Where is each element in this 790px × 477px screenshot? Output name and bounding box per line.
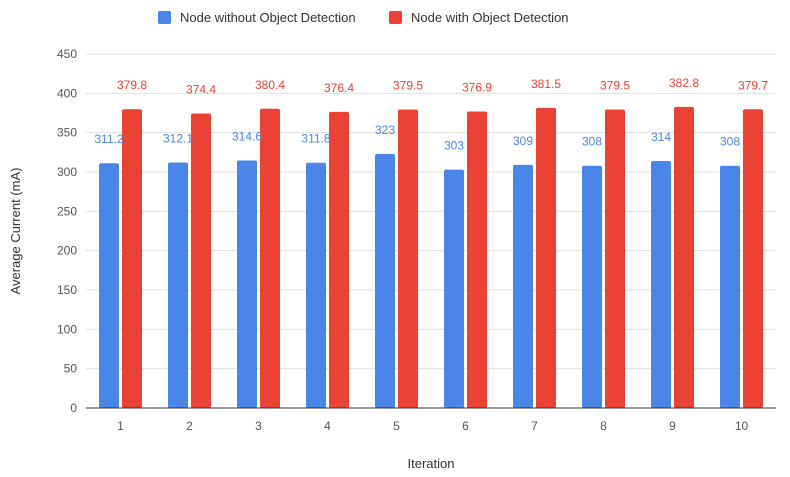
legend-swatch-with-detection <box>389 11 402 24</box>
bars <box>99 106 763 409</box>
y-axis-ticks: 0 50 100 150 200 250 300 350 400 450 <box>57 47 77 415</box>
y-tick-label: 200 <box>57 244 77 258</box>
data-label-with-detection: 382.8 <box>669 76 699 90</box>
data-label-with-detection: 374.4 <box>186 82 216 96</box>
data-label-with-detection: 379.5 <box>600 78 630 92</box>
y-tick-label: 250 <box>57 204 77 218</box>
legend-label-with-detection: Node with Object Detection <box>411 10 569 25</box>
y-tick-label: 350 <box>57 126 77 140</box>
gridlines <box>86 53 776 370</box>
bar-with-detection[interactable] <box>536 107 556 409</box>
y-tick-label: 400 <box>57 86 77 100</box>
x-tick-label: 6 <box>462 419 469 433</box>
y-tick-label: 450 <box>57 47 77 61</box>
bar-without-detection[interactable] <box>720 165 740 408</box>
bar-with-detection[interactable] <box>260 108 280 408</box>
data-label-without-detection: 323 <box>375 123 395 137</box>
data-label-with-detection: 379.5 <box>393 78 423 92</box>
legend: Node without Object Detection Node with … <box>158 10 569 25</box>
data-label-without-detection: 308 <box>720 135 740 149</box>
legend-label-without-detection: Node without Object Detection <box>180 10 356 25</box>
bar-without-detection[interactable] <box>375 153 395 408</box>
bar-without-detection[interactable] <box>582 165 602 408</box>
x-tick-label: 5 <box>393 419 400 433</box>
x-tick-label: 2 <box>186 419 193 433</box>
bar-with-detection[interactable] <box>329 111 349 408</box>
legend-swatch-without-detection <box>158 11 171 24</box>
y-tick-label: 150 <box>57 283 77 297</box>
y-axis-title: Average Current (mA) <box>8 168 23 295</box>
x-tick-label: 9 <box>669 419 676 433</box>
legend-item-without-detection[interactable]: Node without Object Detection <box>158 10 356 25</box>
y-tick-label: 50 <box>64 362 78 376</box>
x-axis-title: Iteration <box>408 456 455 471</box>
bar-with-detection[interactable] <box>674 106 694 408</box>
data-label-without-detection: 311.2 <box>94 132 123 146</box>
x-tick-label: 3 <box>255 419 262 433</box>
data-labels: 311.2 379.8 312.1 374.4 314.6 380.4 311.8 376.4… <box>94 76 768 153</box>
data-label-without-detection: 312.1 <box>163 131 193 145</box>
bar-without-detection[interactable] <box>168 162 188 408</box>
data-label-with-detection: 376.4 <box>324 81 354 95</box>
data-label-with-detection: 376.9 <box>462 81 492 95</box>
data-label-without-detection: 314.6 <box>232 130 262 144</box>
y-tick-label: 100 <box>57 322 77 336</box>
data-label-without-detection: 314 <box>651 130 671 144</box>
data-label-without-detection: 309 <box>513 134 533 148</box>
data-label-with-detection: 380.4 <box>255 78 285 92</box>
bar-without-detection[interactable] <box>237 160 257 408</box>
bar-with-detection[interactable] <box>398 109 418 409</box>
x-tick-label: 1 <box>117 419 124 433</box>
bar-with-detection[interactable] <box>191 113 211 409</box>
data-label-with-detection: 379.7 <box>738 78 768 92</box>
legend-item-with-detection[interactable]: Node with Object Detection <box>389 10 569 25</box>
data-label-without-detection: 311.8 <box>301 132 330 146</box>
bar-without-detection[interactable] <box>306 162 326 408</box>
data-label-with-detection: 379.8 <box>117 78 147 92</box>
data-label-without-detection: 303 <box>444 139 464 153</box>
y-tick-label: 0 <box>70 401 77 415</box>
bar-without-detection[interactable] <box>444 169 464 408</box>
x-tick-label: 4 <box>324 419 331 433</box>
x-tick-label: 8 <box>600 419 607 433</box>
x-tick-label: 10 <box>735 419 749 433</box>
bar-with-detection[interactable] <box>122 109 142 408</box>
x-axis-ticks: 1 2 3 4 5 6 7 8 9 10 <box>117 419 748 433</box>
bar-with-detection[interactable] <box>467 111 487 408</box>
bar-with-detection[interactable] <box>605 109 625 409</box>
data-label-with-detection: 381.5 <box>531 77 561 91</box>
bar-without-detection[interactable] <box>99 163 119 408</box>
bar-without-detection[interactable] <box>513 164 533 408</box>
data-label-without-detection: 308 <box>582 135 602 149</box>
bar-with-detection[interactable] <box>743 109 763 408</box>
y-tick-label: 300 <box>57 165 77 179</box>
x-tick-label: 7 <box>531 419 538 433</box>
bar-without-detection[interactable] <box>651 160 671 408</box>
